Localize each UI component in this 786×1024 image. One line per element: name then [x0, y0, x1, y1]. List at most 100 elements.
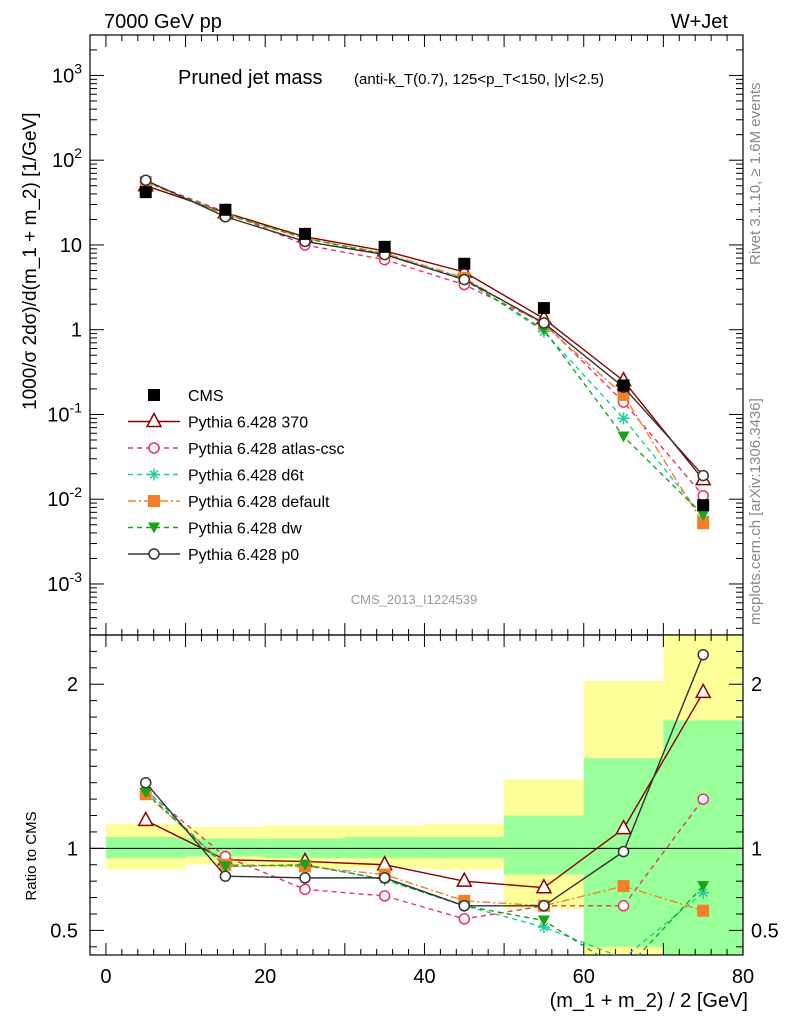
data-point-cms [299, 227, 312, 240]
data-point-cms [697, 499, 710, 512]
legend-marker-pythia-6-428-p0 [148, 548, 160, 560]
ratio-line-pythia-6-428-default [145, 793, 704, 912]
y-tick-label: 1 [71, 320, 82, 342]
ratio-point-pythia-6-428-370 [456, 871, 473, 887]
series-line-pythia-6-428-atlas-csc [145, 180, 704, 497]
ratio-point-pythia-6-428-370 [137, 810, 154, 827]
data-point-pythia-6-428-default [697, 517, 710, 530]
legend: CMS Pythia 6.428 370 Pythia 6.428 atlas-cs… [128, 388, 345, 564]
legend-marker-pythia-6-428-370 [145, 411, 163, 428]
ratio-point-pythia-6-428-370 [615, 819, 632, 835]
header-left: 7000 GeV pp [104, 11, 222, 33]
ratio-line-pythia-6-428-atlas-csc [145, 790, 704, 920]
data-point-cms [139, 186, 152, 199]
ratio-panel: 0 20 40 60 80 0.5 0.5 1 1 2 2 [50, 634, 779, 988]
plot-title-detail: (anti-k_T(0.7), 125<p_T<150, |y|<2.5) [354, 71, 604, 88]
analysis-watermark: CMS_2013_I1224539 [351, 592, 478, 607]
main-frame [89, 34, 744, 636]
ratio-point-pythia-6-428-dw [697, 881, 710, 893]
legend-label-pythia-6-428-p0: Pythia 6.428 p0 [188, 547, 299, 564]
ratio-point-pythia-6-428-atlas-csc [299, 883, 311, 896]
ratio-series-group [137, 648, 712, 955]
ratio-point-pythia-6-428-p0 [538, 900, 550, 912]
data-point-pythia-6-428-dw [697, 510, 710, 522]
ratio-point-pythia-6-428-p0 [139, 776, 152, 789]
ratio-point-pythia-6-428-atlas-csc [458, 913, 471, 925]
ratio-point-pythia-6-428-dw [299, 859, 312, 871]
y-tick-label: 103 [52, 60, 82, 87]
ratio-point-pythia-6-428-p0 [617, 845, 630, 858]
plot-title: Pruned jet mass [178, 67, 323, 89]
data-point-pythia-6-428-p0 [458, 273, 471, 286]
y-tick-label: 10-3 [47, 569, 82, 596]
uncertainty-band-inner [105, 836, 186, 859]
ratio-point-pythia-6-428-default [697, 904, 710, 917]
ratio-y-tick-label: 2 [67, 674, 78, 696]
ratio-y-axis-label: Ratio to CMS [23, 811, 40, 900]
main-y-axis-label: 1000/σ 2dσ)/d(m_1 + m_2) [1/GeV] [20, 112, 41, 410]
data-point-cms [378, 240, 391, 253]
legend-label-pythia-6-428-d6t: Pythia 6.428 d6t [188, 468, 304, 485]
ratio-point-pythia-6-428-370 [694, 682, 712, 699]
series-line-pythia-6-428-p0 [145, 179, 704, 477]
legend-label-pythia-6-428-dw: Pythia 6.428 dw [188, 521, 302, 538]
uncertainty-band-inner [344, 836, 425, 859]
legend-marker-cms [148, 389, 160, 401]
ratio-y-tick-label-right: 0.5 [751, 920, 779, 942]
ratio-point-pythia-6-428-dw [219, 861, 232, 873]
ratio-point-pythia-6-428-atlas-csc [617, 900, 630, 912]
y-tick-label: 10-2 [47, 484, 82, 511]
x-tick-label: 80 [732, 966, 754, 988]
y-tick-label: 10 [60, 235, 82, 257]
legend-marker-pythia-6-428-dw [148, 522, 160, 534]
data-point-cms [617, 379, 630, 392]
ratio-point-pythia-6-428-p0 [219, 870, 232, 882]
x-axis-label: (m_1 + m_2) / 2 [GeV] [550, 990, 748, 1012]
data-point-pythia-6-428-dw [617, 431, 630, 443]
ratio-y-tick-label-right: 2 [751, 674, 762, 696]
ratio-y-tick-label: 1 [67, 838, 78, 860]
legend-label-pythia-6-428-370: Pythia 6.428 370 [188, 415, 308, 432]
series-line-pythia-6-428-d6t [145, 180, 704, 518]
ratio-line-pythia-6-428-dw [145, 792, 704, 955]
ratio-y-tick-label-right: 1 [751, 838, 762, 860]
x-tick-label: 20 [254, 966, 276, 988]
ratio-point-pythia-6-428-default [617, 880, 630, 893]
ratio-point-pythia-6-428-370 [535, 878, 553, 894]
uncertainty-band-inner [663, 720, 743, 955]
y-tick-label: 10-1 [47, 399, 82, 426]
y-tick-label: 102 [52, 145, 82, 172]
data-point-pythia-6-428-p0 [139, 174, 152, 186]
data-point-pythia-6-428-p0 [538, 317, 550, 329]
legend-marker-pythia-6-428-default [148, 495, 160, 507]
main-panel: 10-3 10-2 10-1 1 10 102 103 [47, 34, 744, 636]
legend-marker-pythia-6-428-d6t [148, 468, 160, 481]
ratio-point-pythia-6-428-dw [537, 915, 550, 927]
ratio-point-pythia-6-428-p0 [378, 872, 391, 884]
data-point-cms [219, 203, 232, 216]
legend-label-pythia-6-428-atlas-csc: Pythia 6.428 atlas-csc [188, 441, 345, 458]
data-point-pythia-6-428-p0 [697, 469, 709, 482]
data-point-cms [458, 257, 471, 270]
ratio-point-pythia-6-428-atlas-csc [697, 793, 709, 805]
header-right: W+Jet [671, 11, 729, 33]
rivet-label: Rivet 3.1.10, ≥ 1.6M events [747, 83, 764, 266]
ratio-line-pythia-6-428-370 [145, 692, 704, 889]
x-tick-label: 60 [573, 966, 595, 988]
ratio-point-pythia-6-428-dw [139, 787, 152, 799]
data-point-cms [537, 302, 550, 315]
series-line-pythia-6-428-dw [145, 180, 704, 516]
ratio-point-pythia-6-428-atlas-csc [378, 890, 391, 902]
ratio-point-pythia-6-428-p0 [697, 648, 709, 661]
ratio-point-pythia-6-428-p0 [299, 872, 311, 884]
data-point-pythia-6-428-d6t [617, 412, 630, 425]
uncertainty-band-inner [504, 815, 584, 875]
x-tick-label: 40 [413, 966, 435, 988]
legend-marker-pythia-6-428-atlas-csc [148, 442, 160, 454]
mcplots-label: mcplots.cern.ch [arXiv:1306.3436] [747, 398, 764, 625]
series-line-pythia-6-428-370 [145, 185, 704, 481]
ratio-point-pythia-6-428-p0 [458, 900, 471, 912]
ratio-frame [89, 634, 744, 956]
legend-label-pythia-6-428-default: Pythia 6.428 default [188, 494, 330, 511]
